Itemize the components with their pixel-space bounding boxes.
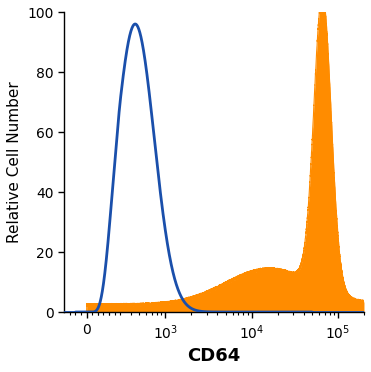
X-axis label: CD64: CD64 — [188, 347, 241, 365]
Y-axis label: Relative Cell Number: Relative Cell Number — [7, 81, 22, 243]
